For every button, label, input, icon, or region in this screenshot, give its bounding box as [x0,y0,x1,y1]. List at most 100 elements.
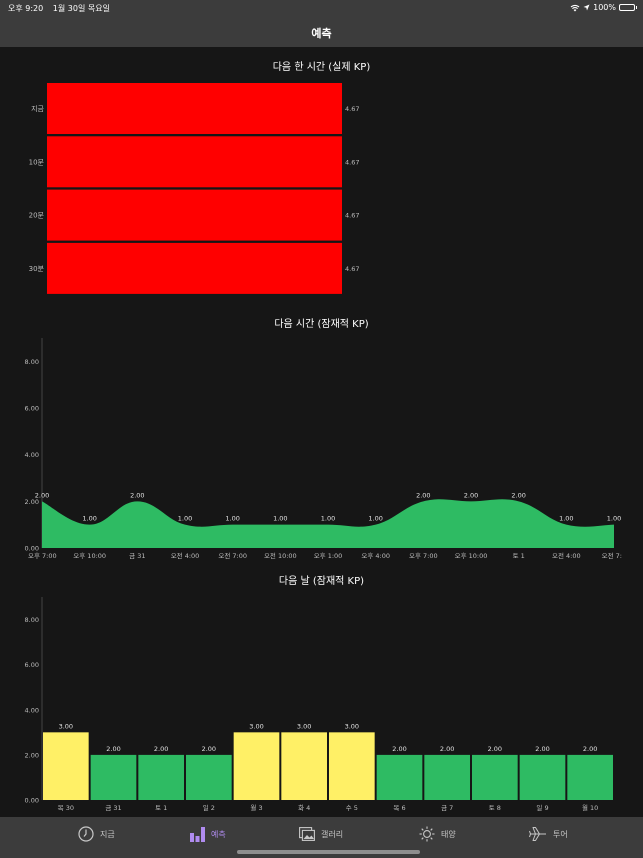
tab-sun-label: 태양 [441,829,456,839]
days-value-label: 2.00 [583,745,597,753]
hours-x-tick-label: 오후 1:00 [314,552,343,560]
hour-value-label: 4.67 [345,212,359,220]
tab-tour[interactable]: 투어 [529,824,568,844]
days-value-label: 2.00 [392,745,406,753]
hours-chart-title: 다음 시간 (잠재적 KP) [274,319,369,330]
days-value-label: 3.00 [345,722,359,730]
days-category-label: 수 5 [346,804,358,812]
nav-bar: 예측 [0,16,643,47]
days-value-label: 3.00 [59,722,73,730]
status-date: 1월 30일 목요일 [52,4,110,13]
hours-value-label: 1.00 [559,515,573,523]
bar-chart-icon [190,826,205,842]
days-bar-7 [376,754,423,800]
days-bar-4 [233,732,280,800]
hour-bar-3 [47,242,342,294]
wifi-icon [570,4,580,11]
hours-y-tick-label: 2.00 [25,498,39,506]
hours-x-tick-label: 금 31 [129,552,145,560]
hours-value-label: 2.00 [35,491,49,499]
days-y-tick-label: 6.00 [25,661,39,669]
hours-value-label: 1.00 [273,515,287,523]
tab-gallery[interactable]: 갤러리 [299,824,343,844]
hours-x-tick-label: 토 1 [513,552,525,560]
days-category-label: 토 1 [155,804,167,812]
tab-now[interactable]: 지금 [78,824,115,844]
home-indicator [237,850,420,854]
hour-chart-title: 다음 한 시간 (실제 KP) [272,62,371,73]
days-value-label: 2.00 [106,745,120,753]
days-bar-5 [281,732,327,800]
hours-x-tick-label: 오전 4:00 [171,551,200,560]
days-category-label: 일 9 [536,803,548,812]
days-category-label: 토 8 [489,804,501,812]
days-category-label: 화 4 [298,804,310,812]
hours-y-tick-label: 4.00 [25,451,39,459]
days-chart-title: 다음 날 (잠재적 KP) [278,576,365,587]
days-category-label: 일 2 [203,803,215,812]
hours-value-label: 2.00 [464,491,478,499]
days-bar-8 [424,754,470,800]
days-category-label: 금 31 [105,804,121,812]
hours-x-tick-label: 오전 4:00 [552,551,581,560]
days-chart: 0.00 2.00 4.00 6.00 8.00 3.00 목 30 2.00 금 31 2.00… [25,597,613,812]
days-bar-0 [43,732,89,800]
days-bar-2 [138,754,184,800]
tab-gallery-label: 갤러리 [321,829,344,839]
hour-value-label: 4.67 [345,265,359,273]
days-y-tick-label: 2.00 [25,751,39,759]
hours-value-label: 1.00 [321,515,335,523]
battery-icon [619,4,637,11]
hour-bar-1 [47,136,342,188]
hours-x-tick-label: 오후 7:00 [409,552,438,560]
hours-value-label: 1.00 [368,515,382,523]
days-value-label: 3.00 [297,722,311,730]
hours-x-tick-label: 오후 4:00 [361,552,390,560]
hours-x-tick-label: 오후 10:00 [455,552,488,560]
status-bar: 오후 9:20 1월 30일 목요일 100% [0,0,643,16]
days-bar-1 [90,754,137,800]
hours-x-tick-label: 오전 10:00 [264,551,297,560]
hours-value-label: 1.00 [225,515,239,523]
clock-icon [78,826,94,842]
days-category-label: 월 3 [250,803,262,812]
days-value-label: 2.00 [202,745,216,753]
days-bar-11 [567,754,613,800]
days-value-label: 2.00 [440,745,454,753]
hours-x-tick-label: 오전 7: [602,551,622,560]
gallery-icon [299,827,315,841]
tab-forecast-label: 예측 [211,829,226,839]
days-value-label: 2.00 [535,745,549,753]
hours-y-tick-label: 6.00 [25,405,39,413]
page-title: 예측 [311,27,332,40]
hour-category-label: 10분 [29,158,45,166]
days-value-label: 3.00 [249,722,263,730]
tab-now-label: 지금 [100,829,115,839]
hours-y-tick-label: 8.00 [25,358,39,366]
battery-percent: 100% [593,3,616,12]
sun-icon [419,826,435,842]
days-y-tick-label: 8.00 [25,616,39,624]
hours-value-label: 1.00 [607,515,621,523]
hours-chart: 0.00 2.00 4.00 6.00 8.00 2.00 1.00 2.00 1.00 1.00… [25,338,622,560]
hour-value-label: 4.67 [345,105,359,113]
hours-value-label: 2.00 [130,491,144,499]
hours-y-tick-label: 0.00 [25,545,39,553]
days-category-label: 월 10 [582,803,598,812]
hours-x-tick-label: 오전 7:00 [218,551,247,560]
tab-sun[interactable]: 태양 [419,824,456,844]
days-category-label: 금 7 [441,804,453,812]
hour-chart: 지금 4.67 10분 4.67 20분 4.67 30분 4.67 [29,83,359,294]
hour-bar-0 [47,83,342,134]
days-category-label: 목 6 [393,804,405,812]
hour-category-label: 30분 [29,265,45,273]
hours-area-series [42,499,614,548]
days-bar-6 [329,732,375,800]
tab-forecast[interactable]: 예측 [190,824,226,844]
hour-bar-2 [47,189,342,241]
hours-x-tick-label: 오후 7:00 [28,552,57,560]
hour-value-label: 4.67 [345,158,359,166]
hours-value-label: 2.00 [416,491,430,499]
tab-tour-label: 투어 [553,829,568,839]
days-y-tick-label: 4.00 [25,706,39,714]
